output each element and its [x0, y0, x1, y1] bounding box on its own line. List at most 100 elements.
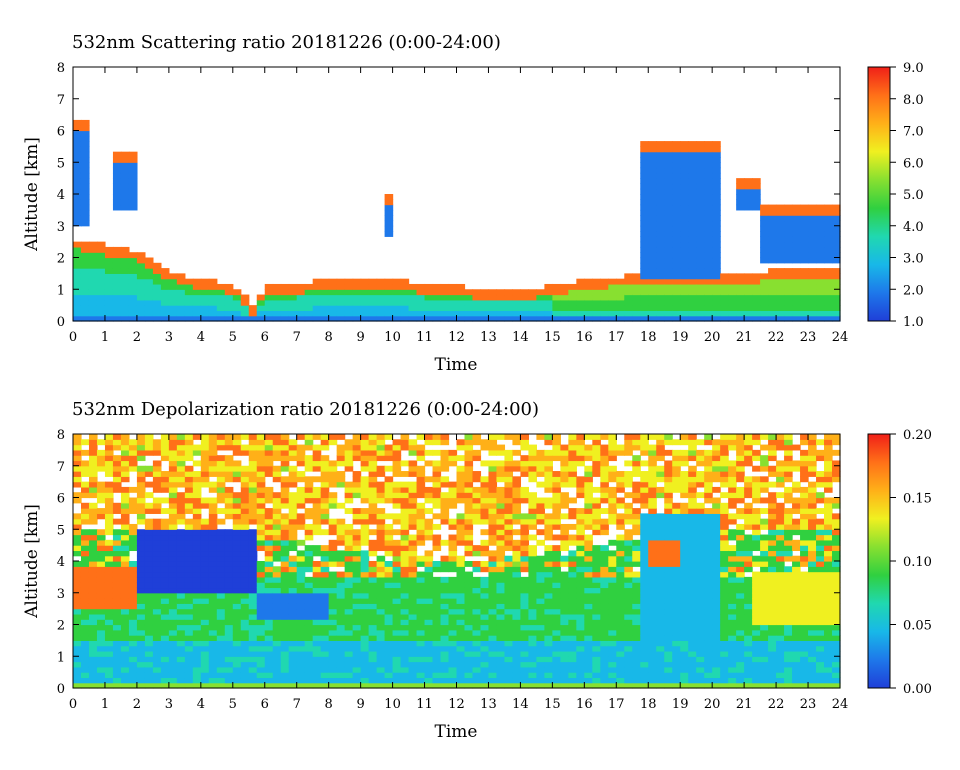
- heatmap-cell: [352, 555, 362, 562]
- heatmap-cell: [784, 246, 793, 253]
- heatmap-cell: [80, 204, 90, 211]
- heatmap-cell: [416, 434, 426, 440]
- heatmap-cell: [392, 624, 402, 631]
- heatmap-cell: [408, 645, 418, 652]
- heatmap-cell: [744, 178, 753, 185]
- heatmap-cell: [384, 209, 394, 216]
- heatmap-cell: [472, 502, 482, 509]
- heatmap-cell: [392, 629, 402, 636]
- heatmap-cell: [480, 502, 490, 509]
- heatmap-cell: [792, 278, 801, 285]
- heatmap-cell: [104, 645, 114, 652]
- heatmap-cell: [704, 162, 713, 169]
- heatmap-cell: [168, 444, 178, 451]
- heatmap-cell: [112, 167, 122, 174]
- heatmap-cell: [73, 183, 82, 190]
- heatmap-cell: [80, 613, 90, 620]
- heatmap-cell: [536, 289, 545, 296]
- heatmap-cell: [392, 561, 402, 567]
- heatmap-cell: [440, 640, 450, 647]
- heatmap-cell: [808, 278, 817, 285]
- heatmap-cell: [440, 299, 450, 306]
- heatmap-cell: [704, 624, 713, 631]
- heatmap-cell: [312, 608, 322, 615]
- heatmap-cell: [552, 603, 561, 610]
- heatmap-cell: [96, 278, 106, 285]
- heatmap-cell: [576, 635, 585, 641]
- heatmap-cell: [744, 315, 753, 322]
- heatmap-cell: [120, 576, 130, 583]
- heatmap-cell: [760, 204, 769, 211]
- heatmap-cell: [608, 677, 617, 684]
- heatmap-cell: [720, 310, 729, 317]
- heatmap-cell: [488, 486, 498, 493]
- heatmap-cell: [680, 587, 689, 594]
- heatmap-cell: [352, 283, 362, 290]
- heatmap-cell: [704, 497, 713, 504]
- heatmap-cell: [128, 529, 138, 536]
- heatmap-cell: [808, 289, 817, 296]
- heatmap-cell: [336, 582, 346, 589]
- heatmap-cell: [720, 613, 729, 620]
- heatmap-cell: [408, 502, 418, 509]
- heatmap-cell: [73, 682, 82, 689]
- heatmap-cell: [528, 523, 537, 530]
- heatmap-cell: [432, 682, 442, 689]
- heatmap-cell: [672, 672, 681, 679]
- heatmap-cell: [504, 635, 514, 641]
- heatmap-cell: [432, 666, 442, 673]
- heatmap-cell: [224, 672, 234, 679]
- heatmap-cell: [360, 666, 370, 673]
- heatmap-cell: [384, 587, 394, 594]
- heatmap-cell: [792, 283, 801, 290]
- heatmap-cell: [608, 508, 617, 514]
- heatmap-cell: [96, 656, 106, 663]
- heatmap-cell: [80, 677, 90, 684]
- heatmap-cell: [712, 236, 721, 243]
- heatmap-cell: [696, 640, 705, 647]
- heatmap-cell: [520, 439, 530, 446]
- heatmap-cell: [136, 439, 146, 446]
- heatmap-cell: [360, 508, 370, 514]
- heatmap-cell: [216, 529, 226, 536]
- heatmap-cell: [440, 587, 450, 594]
- heatmap-cell: [160, 603, 170, 610]
- heatmap-cell: [640, 598, 649, 604]
- heatmap-cell: [792, 236, 801, 243]
- heatmap-cell: [384, 582, 394, 589]
- heatmap-cell: [312, 619, 322, 626]
- heatmap-cell: [536, 656, 545, 663]
- heatmap-cell: [760, 273, 769, 280]
- heatmap-cell: [360, 278, 370, 285]
- heatmap-cell: [216, 645, 226, 652]
- heatmap-cell: [696, 635, 705, 641]
- heatmap-cell: [152, 619, 162, 626]
- heatmap-cell: [528, 587, 537, 594]
- heatmap-cell: [376, 619, 386, 626]
- heatmap-cell: [288, 666, 298, 673]
- heatmap-cell: [280, 672, 290, 679]
- heatmap-cell: [648, 204, 657, 211]
- heatmap-cell: [208, 434, 218, 440]
- heatmap-cell: [208, 672, 218, 679]
- heatmap-cell: [712, 172, 721, 179]
- heatmap-cell: [824, 273, 833, 280]
- heatmap-cell: [704, 294, 713, 301]
- heatmap-cell: [600, 666, 609, 673]
- heatmap-cell: [424, 289, 434, 296]
- heatmap-cell: [80, 545, 90, 552]
- heatmap-cell: [552, 682, 561, 689]
- heatmap-cell: [448, 455, 458, 462]
- heatmap-cell: [168, 492, 178, 499]
- heatmap-cell: [176, 666, 186, 673]
- heatmap-cell: [288, 613, 298, 620]
- heatmap-cell: [440, 566, 450, 573]
- heatmap-cell: [728, 608, 737, 615]
- heatmap-cell: [656, 299, 665, 306]
- heatmap-cell: [200, 278, 210, 285]
- heatmap-cell: [352, 613, 362, 620]
- heatmap-cell: [552, 598, 561, 604]
- heatmap-cell: [352, 656, 362, 663]
- heatmap-cell: [160, 305, 170, 312]
- heatmap-cell: [192, 502, 202, 509]
